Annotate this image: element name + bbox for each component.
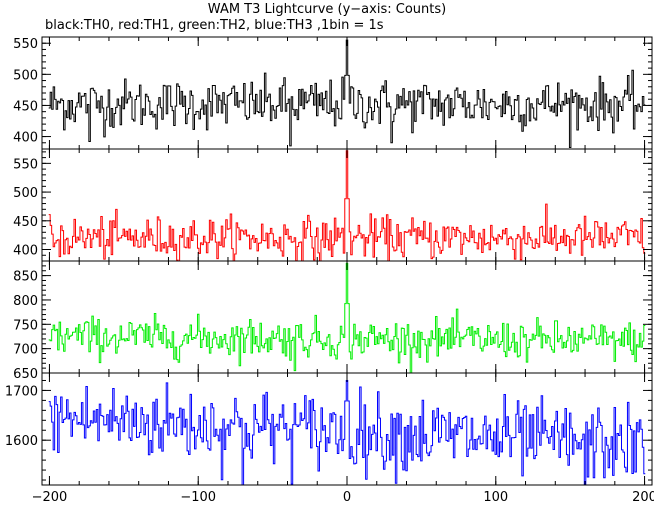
y-tick-label-TH0: 500 <box>13 68 38 83</box>
y-tick-label-TH1: 400 <box>13 244 38 259</box>
y-tick-label-TH2: 850 <box>13 270 38 285</box>
y-tick-label-TH2: 750 <box>13 318 38 333</box>
y-tick-label-TH2: 650 <box>13 367 38 382</box>
chart-title: WAM T3 Lightcurve (y−axis: Counts) <box>207 2 447 17</box>
x-tick-label: −200 <box>32 490 68 505</box>
y-tick-label-TH2: 700 <box>13 343 38 358</box>
y-tick-label-TH2: 800 <box>13 294 38 309</box>
x-tick-label: −100 <box>180 490 216 505</box>
chart-subtitle: black:TH0, red:TH1, green:TH2, blue:TH3 … <box>45 18 384 33</box>
y-tick-label-TH3: 1700 <box>5 384 38 399</box>
series-line-TH0 <box>48 39 646 149</box>
y-tick-label-TH1: 500 <box>13 186 38 201</box>
panel-frame-TH0 <box>41 36 653 150</box>
y-tick-label-TH1: 550 <box>13 157 38 172</box>
x-tick-label: 0 <box>343 490 351 505</box>
series-line-TH3 <box>48 379 646 485</box>
y-tick-label-TH1: 450 <box>13 215 38 230</box>
x-tick-label: 200 <box>632 490 654 505</box>
y-tick-label-TH3: 1600 <box>5 434 38 449</box>
y-tick-label-TH0: 400 <box>13 131 38 146</box>
panel-frame-TH2 <box>41 260 653 374</box>
series-line-TH1 <box>48 150 646 261</box>
series-line-TH2 <box>48 262 646 373</box>
y-tick-label-TH0: 450 <box>13 99 38 114</box>
panel-frame-TH3 <box>41 372 653 486</box>
x-tick-label: 100 <box>483 490 508 505</box>
y-tick-label-TH0: 550 <box>13 37 38 52</box>
